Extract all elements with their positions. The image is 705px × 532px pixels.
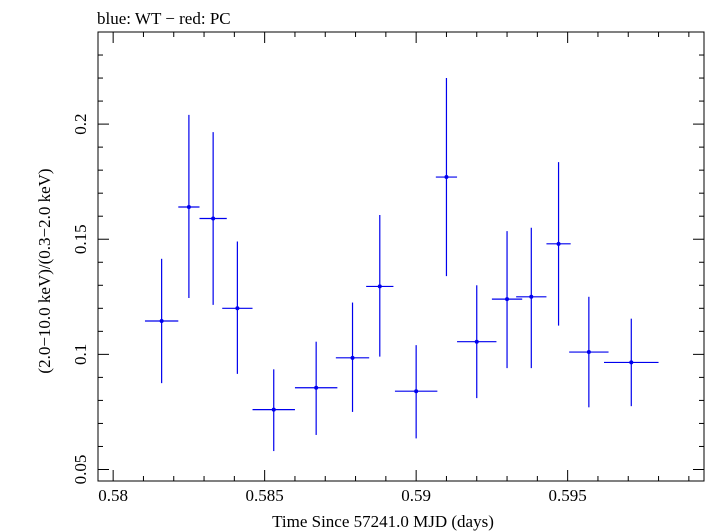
data-point bbox=[335, 302, 370, 412]
data-point bbox=[546, 162, 571, 326]
point-marker bbox=[586, 350, 591, 355]
point-marker bbox=[377, 284, 382, 289]
point-marker bbox=[629, 360, 634, 365]
point-marker bbox=[211, 216, 216, 221]
data-point bbox=[516, 227, 547, 369]
data-point bbox=[569, 296, 609, 408]
y-axis-title: (2.0−10.0 keV)/(0.3−2.0 keV) bbox=[35, 168, 54, 373]
x-tick-label: 0.58 bbox=[98, 486, 128, 505]
data-point bbox=[144, 258, 179, 384]
point-marker bbox=[350, 355, 355, 360]
data-points bbox=[144, 78, 659, 452]
data-point bbox=[294, 341, 338, 435]
data-point bbox=[222, 241, 253, 374]
data-point bbox=[491, 231, 523, 369]
y-tick-label: 0.1 bbox=[71, 344, 90, 365]
data-point bbox=[604, 318, 659, 407]
point-marker bbox=[529, 294, 534, 299]
point-marker bbox=[556, 241, 561, 246]
data-point bbox=[199, 132, 227, 305]
y-tick-label: 0.05 bbox=[71, 455, 90, 485]
point-marker bbox=[271, 407, 276, 412]
chart-title: blue: WT − red: PC bbox=[97, 9, 231, 28]
x-axis-title: Time Since 57241.0 MJD (days) bbox=[272, 512, 494, 531]
axis-ticks: 0.58 0.585 0.59 0.595 0.05 0.1 0.15 0.2 bbox=[71, 31, 704, 505]
x-tick-label: 0.595 bbox=[549, 486, 587, 505]
point-marker bbox=[414, 389, 419, 394]
point-marker bbox=[314, 385, 319, 390]
point-marker bbox=[444, 175, 449, 180]
point-marker bbox=[505, 297, 510, 302]
y-tick-label: 0.15 bbox=[71, 224, 90, 254]
point-marker bbox=[474, 339, 479, 344]
data-point bbox=[252, 369, 295, 452]
data-point bbox=[457, 285, 497, 399]
point-marker bbox=[186, 204, 191, 209]
plot-frame bbox=[97, 31, 705, 482]
data-point bbox=[394, 345, 438, 439]
x-tick-label: 0.585 bbox=[246, 486, 284, 505]
x-tick-label: 0.59 bbox=[401, 486, 431, 505]
data-point bbox=[435, 78, 458, 277]
point-marker bbox=[159, 318, 164, 323]
point-marker bbox=[235, 306, 240, 311]
data-point bbox=[178, 114, 200, 298]
y-tick-label: 0.2 bbox=[71, 113, 90, 134]
data-point bbox=[366, 215, 394, 357]
